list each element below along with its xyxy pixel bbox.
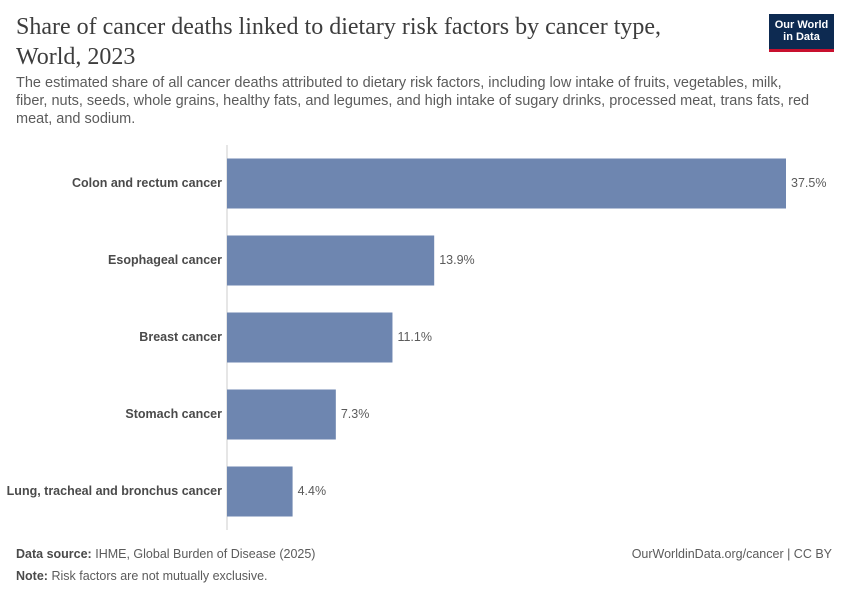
logo[interactable]: Our World in Data xyxy=(769,14,834,52)
subtitle: The estimated share of all cancer deaths… xyxy=(16,75,810,127)
source: Data source: IHME, Global Burden of Dise… xyxy=(16,547,315,561)
category-label: Lung, tracheal and bronchus cancer xyxy=(7,484,222,498)
source-label: Data source: xyxy=(16,547,92,561)
link[interactable]: OurWorldinData.org/cancer | CC BY xyxy=(631,547,832,561)
logo-line: Our World xyxy=(774,19,829,31)
bar xyxy=(227,389,336,440)
chart: Colon and rectum cancer 37.5% Esophageal c… xyxy=(7,145,826,530)
logo-line: in Data xyxy=(783,31,820,43)
category-label: Stomach cancer xyxy=(125,407,222,421)
category-label: Colon and rectum cancer xyxy=(72,176,222,190)
category-label: Breast cancer xyxy=(139,330,222,344)
value-label: 37.5% xyxy=(791,176,826,190)
title: Share of cancer deaths linked to dietary… xyxy=(16,14,662,70)
category-label: Esophageal cancer xyxy=(108,253,222,267)
note-text: Risk factors are not mutually exclusive. xyxy=(51,569,268,583)
note: Note: Risk factors are not mutually excl… xyxy=(16,569,268,583)
bar xyxy=(227,466,293,517)
value-label: 7.3% xyxy=(341,407,370,421)
bar xyxy=(227,158,786,209)
source-text: IHME, Global Burden of Disease (2025) xyxy=(95,547,316,561)
bar xyxy=(227,312,393,363)
bar xyxy=(227,235,435,286)
note-label: Note: xyxy=(16,569,48,583)
value-label: 11.1% xyxy=(397,330,432,344)
value-label: 13.9% xyxy=(439,253,474,267)
value-label: 4.4% xyxy=(298,484,327,498)
